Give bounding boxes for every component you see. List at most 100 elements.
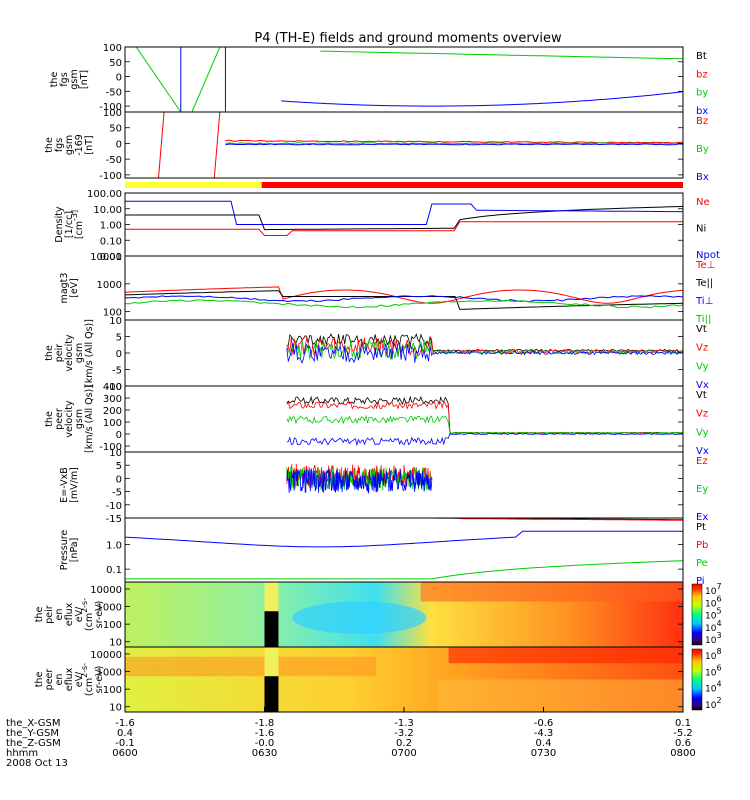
series-ex: [286, 468, 433, 494]
plot-area: [125, 647, 683, 712]
y-tick-label: 0: [116, 73, 122, 84]
y-axis-label: velocity: [64, 400, 75, 438]
legend-entry: bx: [696, 106, 708, 117]
panel-5: 10 5 0 -5 -10 the peir velocity gsm [km/s (All Qs…: [44, 316, 709, 393]
legend-entry: Te||: [695, 278, 713, 289]
y-tick-label: 10000: [90, 650, 122, 661]
x-axis-row-value: 0.6: [675, 738, 691, 749]
y-tick-label: 0.10: [100, 236, 122, 247]
y-axis-label: peir: [44, 605, 55, 624]
legend-entry: Ni: [696, 224, 706, 235]
y-axis-label: (cm2-s-: [80, 598, 95, 631]
panel-frame: [124, 255, 684, 321]
y-tick-label: -50: [106, 155, 122, 166]
legend-entry: Ti⊥: [695, 296, 713, 307]
y-tick-label: 100: [103, 108, 122, 119]
plot-area: [286, 395, 683, 447]
y-tick-label: 300: [103, 394, 122, 405]
spectrogram-feature: [292, 601, 427, 634]
plot-area: [135, 47, 683, 112]
y-tick-label: 0.1: [106, 565, 122, 576]
y-axis-label: the: [34, 672, 45, 688]
panel-3: 100.00 10.00 1.00 0.10 0.01 Density [1/cc] [cm-…: [54, 189, 720, 263]
date-label: 2008 Oct 13: [6, 758, 68, 769]
y-tick-label: 0: [116, 139, 122, 150]
y-axis-label: eflux: [64, 602, 75, 626]
plot-area: [125, 200, 683, 236]
x-axis-row-value: -1.6: [255, 728, 275, 739]
colorbar-tick-label: 102: [705, 696, 722, 711]
legend-entry: Pt: [696, 522, 706, 533]
x-axis-row-value: -1.8: [255, 718, 275, 729]
y-tick-label: 10: [109, 316, 122, 327]
y-axis-label: the: [44, 411, 55, 427]
series-pb: [459, 518, 683, 521]
x-axis-row-value: 0.4: [117, 728, 133, 739]
spectrogram-feature: [437, 679, 683, 712]
series-by: [320, 50, 683, 60]
legend-entry: Vy: [696, 361, 709, 372]
legend-entry: Pi: [696, 576, 705, 587]
series-vt: [286, 332, 683, 352]
y-axis-label: Density: [54, 206, 65, 242]
y-axis-label: peer: [54, 408, 65, 430]
y-tick-label: 10.00: [93, 205, 122, 216]
y-axis-label: [nT]: [79, 70, 90, 89]
series-vx: [286, 433, 683, 447]
legend-entry: Ez: [696, 456, 708, 467]
legend-entry: Bz: [696, 116, 708, 127]
x-axis-row-label: hhmm: [6, 748, 38, 759]
y-tick-label: -100: [99, 442, 122, 453]
y-tick-label: 100: [103, 685, 122, 696]
y-tick-label: -15: [106, 514, 122, 525]
legend-entry: Vt: [696, 324, 707, 335]
panel-frame: [124, 517, 684, 583]
y-axis-label: [nT]: [84, 135, 95, 154]
y-axis-label: peer: [44, 669, 55, 691]
y-axis-label: the: [44, 345, 55, 361]
legend-entry: Ex: [696, 512, 708, 523]
x-axis-row-value: -1.3: [394, 718, 414, 729]
y-tick-label: -5: [112, 488, 122, 499]
legend-entry: Vz: [696, 343, 708, 354]
colorbar: [691, 583, 703, 646]
y-axis-label: eflux: [64, 667, 75, 691]
y-axis-label: [km/s (All Qs)]: [84, 319, 95, 387]
y-axis-label: gsm: [64, 135, 75, 155]
y-axis-label: [eV]: [69, 278, 80, 298]
y-tick-label: 0: [116, 349, 122, 360]
y-tick-label: 1000: [97, 280, 122, 291]
y-tick-label: 0: [116, 430, 122, 441]
plot-area: [125, 518, 683, 580]
panel-frame: [124, 111, 684, 179]
y-axis-label: gsm: [69, 69, 80, 89]
y-tick-label: 5: [116, 461, 122, 472]
legend-entry: Ne: [696, 197, 710, 208]
status-bar-red: [261, 182, 683, 188]
legend-entry: Te⊥: [695, 260, 715, 271]
legend-entry: by: [696, 88, 708, 99]
x-axis-row-value: -3.2: [394, 728, 414, 739]
y-axis-label: fgs: [54, 138, 65, 152]
colorbar-tick-label: 103: [705, 631, 722, 646]
data-gap-band: [264, 611, 279, 647]
y-axis-label: [mV/m]: [69, 467, 80, 503]
y-tick-label: 10: [109, 638, 122, 649]
series-bz: [157, 112, 221, 178]
panel-8: 1.0 0.1 Pressure [nPa] Pt Pb Pe Pi: [59, 517, 708, 587]
y-axis-label: the: [44, 137, 55, 153]
y-axis-label: E=-VxB: [59, 467, 70, 502]
series-te-perp: [125, 286, 683, 304]
x-axis-row-value: 0800: [670, 748, 695, 759]
y-axis-label: magt3: [59, 273, 70, 304]
spectrogram-feature: [125, 656, 377, 677]
legend-entry: By: [696, 144, 709, 155]
panel-frame: [124, 451, 684, 519]
x-axis-row-value: 0700: [391, 748, 416, 759]
colorbar-tick-label: 106: [705, 594, 722, 609]
colorbar-tick-label: 106: [705, 663, 722, 678]
series-pi: [125, 530, 683, 548]
x-axis-row-value: -5.2: [673, 728, 693, 739]
